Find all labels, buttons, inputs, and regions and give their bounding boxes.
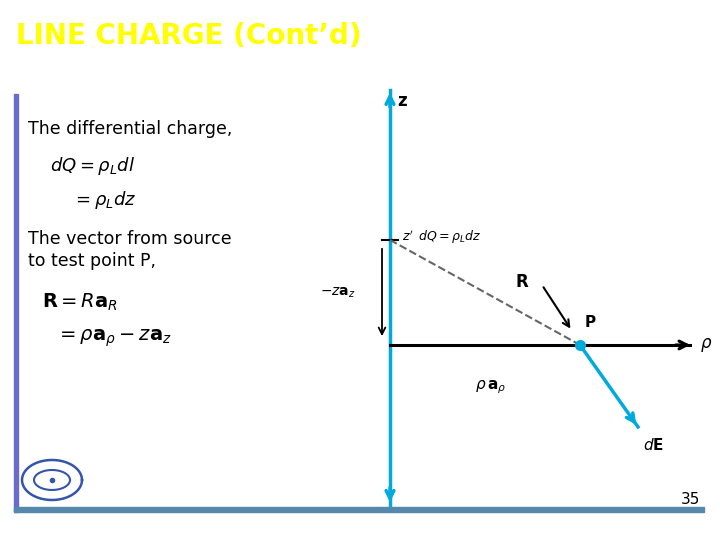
Text: LINE CHARGE (Cont’d): LINE CHARGE (Cont’d) [16,22,361,50]
Text: $d\mathbf{E}$: $d\mathbf{E}$ [643,437,664,453]
Text: $\mathbf{R}$: $\mathbf{R}$ [515,273,529,292]
Text: $dQ = \rho_L dl$: $dQ = \rho_L dl$ [50,155,135,177]
Bar [14,94,18,512]
Text: $\rho\,\mathbf{a}_{\rho}$: $\rho\,\mathbf{a}_{\rho}$ [475,378,506,396]
Text: z: z [397,92,407,110]
Text: $= \rho_L dz$: $= \rho_L dz$ [72,189,136,211]
Text: The differential charge,: The differential charge, [28,120,233,138]
Text: to test point P,: to test point P, [28,252,156,270]
Text: P: P [585,315,596,330]
Text: $-z\mathbf{a}_z$: $-z\mathbf{a}_z$ [320,285,356,300]
Bar [14,507,704,512]
Text: $\rho$: $\rho$ [700,336,712,354]
Text: The vector from source: The vector from source [28,230,232,248]
Text: $= \rho\mathbf{a}_{\rho} - z\mathbf{a}_z$: $= \rho\mathbf{a}_{\rho} - z\mathbf{a}_z… [56,328,172,349]
Text: $z'\;\; dQ = \rho_L dz$: $z'\;\; dQ = \rho_L dz$ [402,228,482,246]
Text: 35: 35 [680,492,700,507]
Text: $\mathbf{R} = R\mathbf{a}_R$: $\mathbf{R} = R\mathbf{a}_R$ [42,292,118,313]
